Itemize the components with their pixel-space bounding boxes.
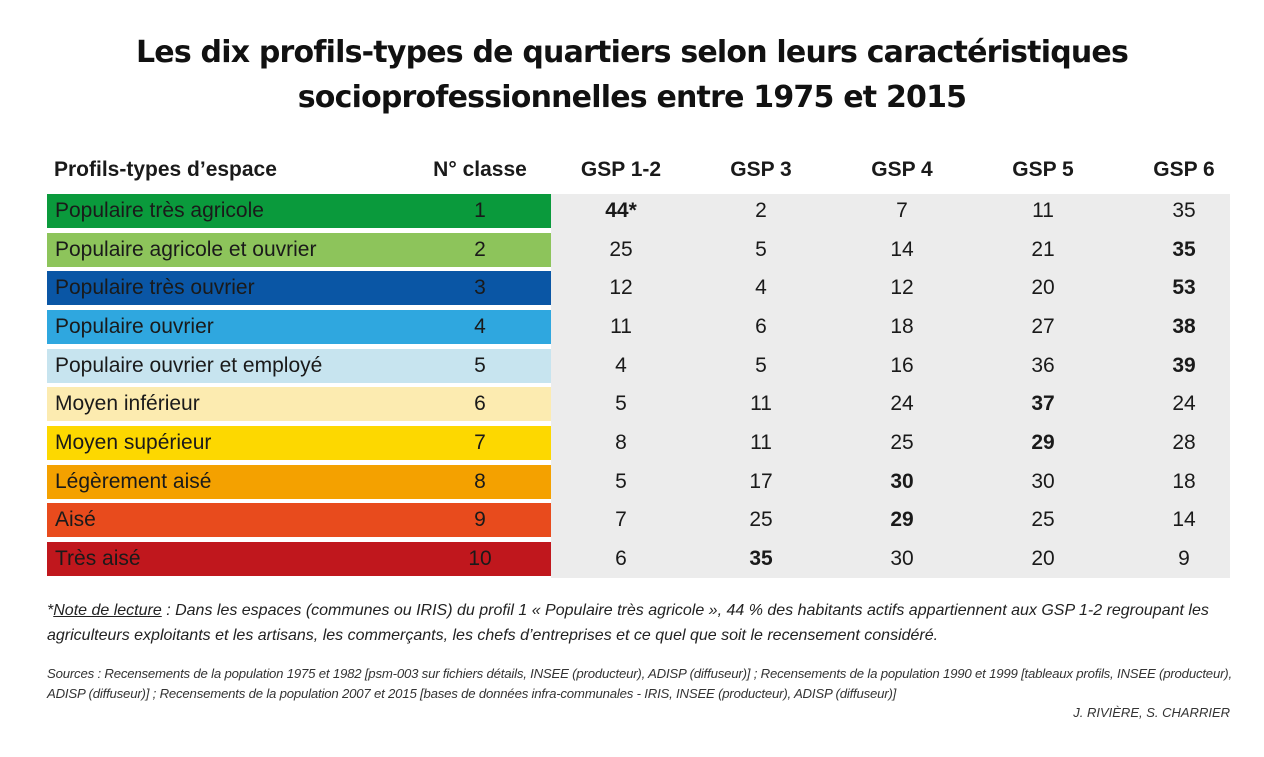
value-cell: 6 xyxy=(755,315,767,338)
classe-number: 3 xyxy=(474,276,486,299)
value-cell: 27 xyxy=(1031,315,1055,338)
value-cell: 25 xyxy=(749,508,773,531)
profile-label: Très aisé xyxy=(55,547,141,570)
value-cell: 5 xyxy=(615,470,627,493)
profile-label: Populaire très agricole xyxy=(55,199,264,222)
value-cell: 5 xyxy=(755,238,767,261)
value-cell: 11 xyxy=(750,431,772,454)
note-label: Note de lecture xyxy=(53,602,162,619)
value-cell: 21 xyxy=(1031,238,1055,261)
value-cell: 37 xyxy=(1031,392,1055,415)
classe-number: 6 xyxy=(474,392,486,415)
value-cell: 25 xyxy=(1031,508,1055,531)
note-text: : Dans les espaces (communes ou IRIS) du… xyxy=(47,602,1209,644)
classe-number: 2 xyxy=(474,238,486,261)
value-cell: 39 xyxy=(1172,354,1196,377)
header-profile: Profils-types d’espace xyxy=(54,158,277,181)
value-cell: 12 xyxy=(609,276,633,299)
profile-color-band: Moyen supérieur 7 xyxy=(47,426,551,460)
classe-number: 5 xyxy=(474,354,486,377)
value-cell: 25 xyxy=(609,238,633,261)
value-cell: 4 xyxy=(615,354,627,377)
value-cell: 20 xyxy=(1031,276,1055,299)
value-cell: 28 xyxy=(1172,431,1196,454)
profile-label: Populaire agricole et ouvrier xyxy=(55,238,317,261)
values-background xyxy=(551,194,1230,578)
credit: J. RIVIÈRE, S. CHARRIER xyxy=(1073,705,1230,720)
value-cell: 7 xyxy=(615,508,627,531)
profile-label: Populaire très ouvrier xyxy=(55,276,255,299)
value-cell: 5 xyxy=(755,354,767,377)
profile-color-band: Populaire ouvrier 4 xyxy=(47,310,551,344)
profile-color-band: Populaire très ouvrier 3 xyxy=(47,271,551,305)
value-cell: 36 xyxy=(1031,354,1055,377)
header-gsp-6: GSP 6 xyxy=(1153,158,1215,181)
value-cell: 5 xyxy=(615,392,627,415)
value-cell: 11 xyxy=(750,392,772,415)
profile-label: Légèrement aisé xyxy=(55,470,212,493)
value-cell: 16 xyxy=(890,354,914,377)
value-cell: 30 xyxy=(1031,470,1055,493)
value-cell: 38 xyxy=(1172,315,1196,338)
value-cell: 17 xyxy=(749,470,773,493)
value-cell: 35 xyxy=(1172,199,1196,222)
header-classe: N° classe xyxy=(433,158,527,181)
value-cell: 6 xyxy=(615,547,627,570)
header-gsp-3: GSP 3 xyxy=(730,158,792,181)
profile-color-band: Populaire agricole et ouvrier 2 xyxy=(47,233,551,267)
value-cell: 44* xyxy=(605,199,637,222)
profile-label: Moyen inférieur xyxy=(55,392,200,415)
profile-label: Aisé xyxy=(55,508,96,531)
value-cell: 11 xyxy=(610,315,632,338)
title-line-2: socioprofessionnelles entre 1975 et 2015 xyxy=(297,80,967,115)
value-cell: 11 xyxy=(1032,199,1054,222)
profile-color-band: Très aisé 10 xyxy=(47,542,551,576)
value-cell: 12 xyxy=(890,276,914,299)
header-gsp-5: GSP 5 xyxy=(1012,158,1074,181)
value-cell: 7 xyxy=(896,199,908,222)
value-cell: 2 xyxy=(755,199,767,222)
profile-label: Populaire ouvrier et employé xyxy=(55,354,323,377)
value-cell: 14 xyxy=(1172,508,1196,531)
value-cell: 24 xyxy=(890,392,914,415)
profile-color-band: Légèrement aisé 8 xyxy=(47,465,551,499)
reading-note: *Note de lecture : Dans les espaces (com… xyxy=(47,598,1232,648)
header-gsp-4: GSP 4 xyxy=(871,158,933,181)
profile-color-band: Populaire ouvrier et employé 5 xyxy=(47,349,551,383)
value-cell: 25 xyxy=(890,431,914,454)
value-cell: 29 xyxy=(1031,431,1055,454)
value-cell: 35 xyxy=(749,547,773,570)
value-cell: 24 xyxy=(1172,392,1196,415)
profile-color-band: Populaire très agricole 1 xyxy=(47,194,551,228)
value-cell: 18 xyxy=(890,315,914,338)
value-cell: 30 xyxy=(890,470,914,493)
classe-number: 4 xyxy=(474,315,486,338)
sources: Sources : Recensements de la population … xyxy=(47,666,1232,701)
value-cell: 8 xyxy=(615,431,627,454)
classe-number: 7 xyxy=(474,431,486,454)
value-cell: 14 xyxy=(890,238,914,261)
value-cell: 20 xyxy=(1031,547,1055,570)
header-gsp-1-2: GSP 1-2 xyxy=(580,158,662,181)
value-cell: 9 xyxy=(1178,547,1190,570)
value-cell: 4 xyxy=(755,276,767,299)
classe-number: 8 xyxy=(474,470,486,493)
profile-color-band: Aisé 9 xyxy=(47,503,551,537)
value-cell: 35 xyxy=(1172,238,1196,261)
title-line-1: Les dix profils-types de quartiers selon… xyxy=(135,35,1129,70)
profile-color-band: Moyen inférieur 6 xyxy=(47,387,551,421)
classe-number: 10 xyxy=(468,547,492,570)
classe-number: 9 xyxy=(474,508,486,531)
value-cell: 30 xyxy=(890,547,914,570)
chart-title: Les dix profils-types de quartiers selon… xyxy=(0,30,1264,120)
classe-number: 1 xyxy=(474,199,486,222)
profile-label: Populaire ouvrier xyxy=(55,315,214,338)
value-cell: 29 xyxy=(890,508,914,531)
note-prefix: * xyxy=(47,602,54,619)
value-cell: 53 xyxy=(1172,276,1196,299)
value-cell: 18 xyxy=(1172,470,1196,493)
profile-label: Moyen supérieur xyxy=(55,431,212,454)
